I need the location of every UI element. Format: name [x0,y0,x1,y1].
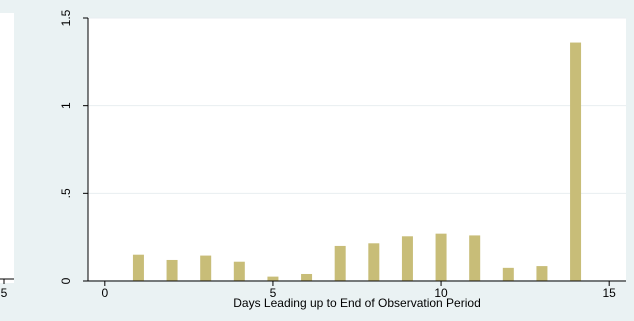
y-tick-label: 1 [59,102,73,109]
bar [166,259,178,281]
x-tick-label: 10 [434,286,448,300]
left-cropped-tick-label: 5 [1,286,8,300]
grid-lines [88,17,626,194]
bar [502,267,514,281]
bar [334,245,346,281]
bar [401,236,413,281]
x-tick-label: 0 [101,286,108,300]
x-axis-title: Days Leading up to End of Observation Pe… [233,296,481,310]
bar [301,273,313,281]
bar [368,243,380,281]
bar [233,261,245,281]
bar [200,255,212,281]
plot-area [88,18,626,280]
x-tick-label: 15 [603,286,617,300]
y-ticks-group: 0 .5 1 1.5 [59,9,88,284]
bar [132,254,144,281]
y-tick-label: 0 [59,277,73,284]
bar [469,235,481,281]
bar [435,233,447,281]
y-tick-label: 1.5 [59,9,73,26]
bar [267,276,279,281]
bars-group [132,42,582,282]
x-ticks-group: 0 5 10 15 [101,281,616,300]
bar [570,42,582,282]
x-tick-label: 5 [270,286,277,300]
bar [536,266,548,281]
left-cropped-panel [0,13,14,283]
y-tick-label: .5 [59,188,73,198]
